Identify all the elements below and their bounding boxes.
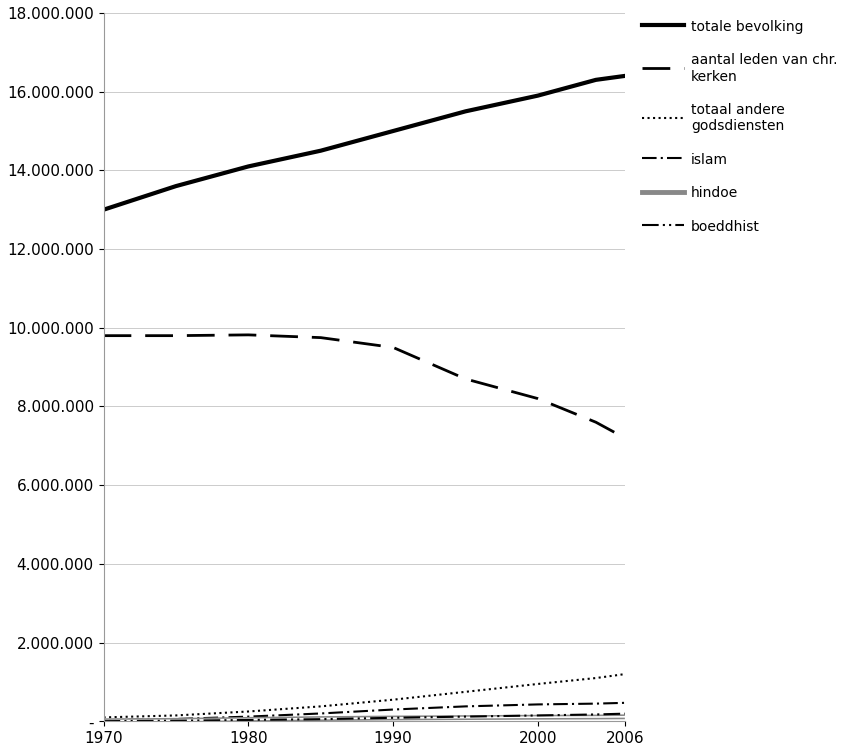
Legend: totale bevolking, aantal leden van chr.
kerken, totaal andere
godsdiensten, isla: totale bevolking, aantal leden van chr. …	[642, 20, 838, 233]
